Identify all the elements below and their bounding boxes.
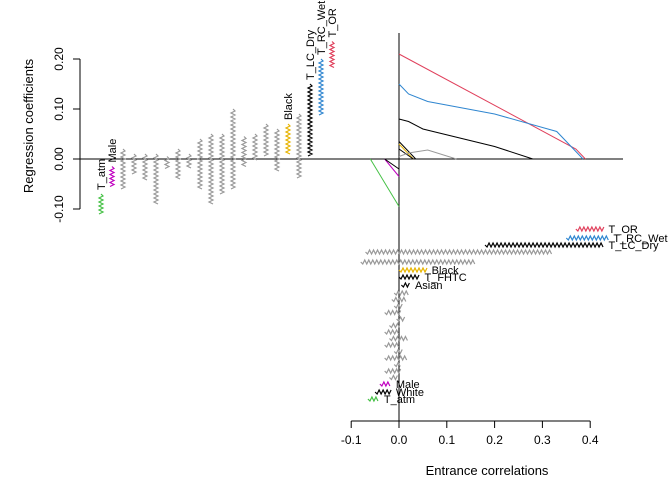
coefficient-mark-label: T_RC_Wet [316, 1, 328, 55]
correlation-mark-t-or [575, 225, 605, 233]
x-tick-label: 0.1 [438, 433, 455, 447]
coefficient-mark-item-5 [152, 153, 160, 205]
series-line-t-fhtc [398, 141, 417, 160]
coefficient-mark-item-12 [229, 108, 237, 190]
coefficient-mark-label: T_LC_Dry [305, 29, 317, 80]
coefficient-mark-item-11 [218, 133, 226, 195]
coefficient-mark-item-10 [207, 133, 215, 205]
coefficient-mark-male [108, 166, 116, 188]
correlation-mark-label: T_LC_Dry [609, 240, 660, 252]
coefficient-mark-label: T_atm [96, 159, 108, 190]
y-ticks: -0.10 0.00 0.10 0.20 [52, 47, 80, 223]
correlation-mark-item-8 [393, 289, 409, 297]
y-tick-label: 0.10 [52, 97, 66, 121]
correlation-mark-item-19 [393, 361, 401, 368]
coefficient-paths [369, 53, 586, 207]
correlation-mark-label: T_FHTC [425, 272, 467, 284]
series-line-t-lc-dry [398, 118, 533, 160]
series-line-t-or [398, 53, 586, 160]
coefficient-mark-item-18 [295, 113, 303, 179]
correlation-mark-black [398, 266, 428, 274]
coefficient-mark-item-3 [130, 153, 138, 175]
x-tick-label: 0.2 [486, 433, 503, 447]
x-axis-title: Entrance correlations [426, 463, 549, 478]
correlation-mark-item-13 [389, 322, 400, 329]
coefficient-mark-item-16 [273, 128, 281, 172]
coefficient-mark-label: Black [283, 93, 295, 120]
correlation-mark-asian [400, 281, 410, 289]
correlation-mark-item-4 [360, 258, 476, 266]
correlation-mark-male [379, 380, 391, 388]
coefficient-mark-item-9 [196, 138, 204, 190]
correlation-mark-item-15 [389, 335, 408, 342]
y-tick-label: 0.00 [52, 147, 66, 171]
coefficient-mark-label: T_OR [327, 8, 339, 37]
correlation-mark-label: White [396, 387, 424, 399]
correlation-mark-item-21 [389, 374, 398, 381]
y-axis-title: Regression coefficients [21, 58, 36, 193]
correlation-mark-item-3 [365, 248, 553, 256]
series-line-t-rc-wet [398, 83, 584, 160]
series-line-white [384, 158, 400, 170]
correlation-mark-label: T_RC_Wet [613, 233, 667, 245]
coefficient-mark-item-7 [174, 148, 182, 180]
coefficient-mark-black [284, 123, 292, 155]
correlation-mark-t-fhtc [398, 273, 420, 281]
x-tick-label: 0.3 [534, 433, 551, 447]
coefficient-mark-item-8 [185, 153, 193, 169]
coefficient-mark-item-2 [119, 148, 127, 190]
correlation-mark-label: T_atm [384, 394, 415, 406]
coefficient-mark-item-13 [240, 136, 248, 168]
series-line-black [398, 143, 414, 160]
y-tick-label: -0.10 [52, 195, 66, 223]
correlation-mark-t-atm [367, 395, 379, 403]
correlation-mark-item-20 [384, 367, 402, 375]
x-tick-label: -0.1 [341, 433, 362, 447]
series-line-t-atm [369, 158, 400, 207]
series-line-male [384, 158, 400, 177]
coefficient-mark-t-atm [97, 193, 105, 215]
series-line-series-6 [398, 149, 457, 160]
correlation-mark-t-lc-dry [484, 241, 604, 249]
coefficient-mark-t-or [328, 41, 336, 69]
correlation-mark-item-14 [384, 328, 400, 336]
correlation-mark-item-11 [384, 309, 402, 316]
coefficient-mark-t-rc-wet [317, 58, 325, 116]
correlation-mark-label: Male [396, 379, 420, 391]
y-tick-label: 0.20 [52, 47, 66, 71]
axes [79, 33, 623, 422]
correlation-mark-item-12 [396, 315, 406, 323]
correlation-mark-item-16 [384, 341, 400, 349]
correlation-mark-t-rc-wet [565, 234, 609, 242]
correlation-mark-label: T_OR [609, 224, 638, 236]
coefficient-mark-item-14 [251, 133, 259, 161]
coefficient-mark-item-15 [262, 123, 270, 157]
x-ticks: -0.1 0.0 0.1 0.2 0.3 0.4 [341, 421, 599, 447]
correlation-mark-item-10 [393, 302, 403, 310]
correlation-mark-label: Black [432, 265, 459, 277]
coefficient-mark-label: Male [107, 139, 119, 163]
correlation-mark-item-17 [393, 348, 403, 355]
correlation-mark-item-9 [391, 296, 407, 303]
coefficient-mark-t-lc-dry [306, 83, 314, 157]
correlation-mark-white [374, 388, 392, 396]
coefficient-mark-item-4 [141, 153, 149, 181]
coefficient-mark-item-6 [163, 156, 171, 170]
x-tick-label: 0.4 [582, 433, 599, 447]
correlation-mark-item-18 [384, 354, 408, 362]
correlation-mark-label: Asian [415, 280, 443, 292]
x-tick-label: 0.0 [391, 433, 408, 447]
